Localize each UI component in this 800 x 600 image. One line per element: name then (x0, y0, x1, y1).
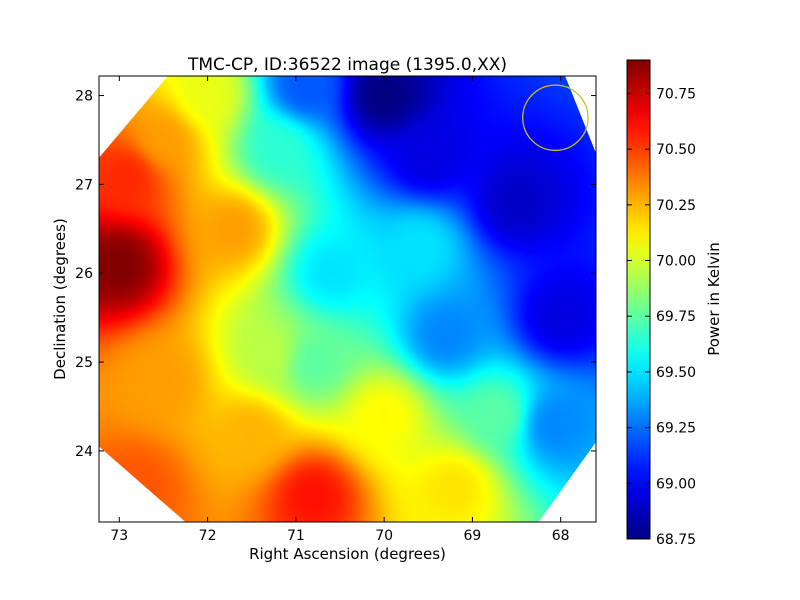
colorbar-tick-label: 70.25 (656, 198, 696, 214)
x-tick-label: 69 (463, 528, 481, 544)
y-tick-label: 24 (75, 444, 93, 460)
x-axis: 73 72 71 70 69 68 (110, 76, 570, 544)
colorbar (626, 59, 651, 540)
y-tick-label: 28 (75, 89, 93, 105)
x-tick-label: 71 (287, 528, 305, 544)
colorbar-tick-label: 69.75 (656, 309, 696, 325)
beam-circle (522, 84, 589, 152)
colorbar-tick-label: 70.75 (656, 86, 696, 102)
colorbar-tick-label: 69.50 (656, 365, 696, 381)
chart-title: TMC-CP, ID:36522 image (1395.0,XX) (187, 55, 507, 75)
colorbar-label: Power in Kelvin (705, 242, 723, 356)
plot-area (99, 76, 596, 522)
colorbar-tick-label: 69.00 (656, 476, 696, 492)
x-tick-label: 70 (375, 528, 393, 544)
colorbar-tick-label: 70.00 (656, 254, 696, 270)
colorbar-tick-label: 69.25 (656, 421, 696, 437)
y-tick-label: 26 (75, 266, 93, 282)
y-tick-label: 27 (75, 177, 93, 193)
colorbar-tick-label: 70.50 (656, 142, 696, 158)
plot-frame (98, 75, 597, 523)
y-axis-label: Declination (degrees) (51, 218, 69, 380)
x-tick-label: 72 (199, 528, 217, 544)
x-tick-label: 68 (552, 528, 570, 544)
colorbar-tick-label: 68.75 (656, 532, 696, 548)
colorbar-axis: 70.75 70.50 70.25 70.00 69.75 69.50 69.25 69.00… (627, 86, 696, 548)
y-tick-label: 25 (75, 355, 93, 371)
x-axis-label: Right Ascension (degrees) (249, 545, 446, 563)
heatmap-image (99, 76, 596, 522)
y-axis: 24 25 26 27 28 (75, 89, 596, 460)
x-tick-label: 73 (110, 528, 128, 544)
